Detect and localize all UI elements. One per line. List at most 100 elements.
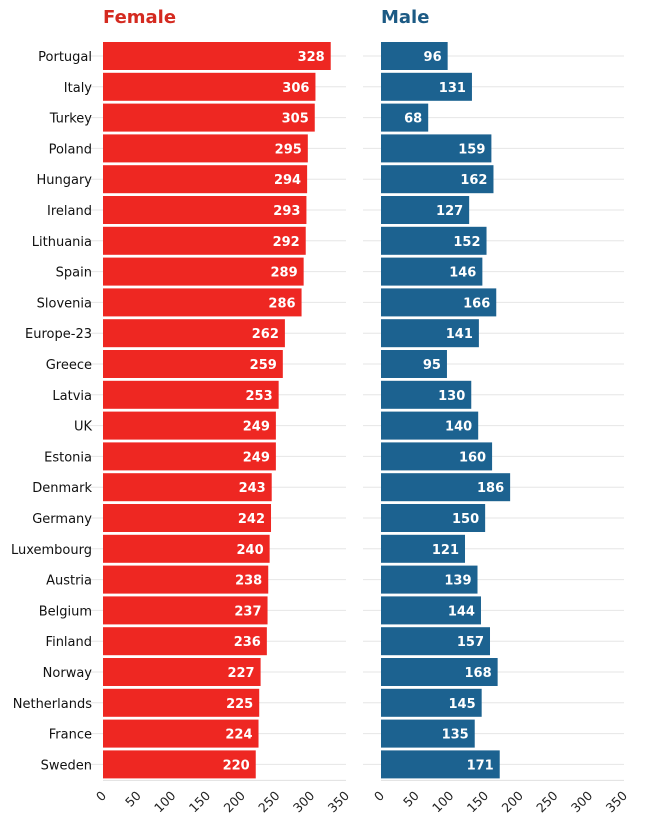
female-value-label: 240	[236, 543, 263, 558]
female-value-label: 289	[271, 266, 298, 281]
male-bar	[381, 165, 494, 194]
female-bar	[103, 72, 316, 101]
female-x-tick-label: 100	[151, 788, 179, 816]
female-value-label: 227	[227, 666, 254, 681]
female-value-label: 249	[243, 420, 270, 435]
female-value-label: 295	[275, 142, 302, 157]
male-value-label: 127	[436, 204, 463, 219]
male-value-label: 159	[458, 142, 485, 157]
male-bar	[381, 288, 497, 317]
male-bar	[381, 257, 483, 286]
male-bar	[381, 719, 475, 748]
category-label: Italy	[64, 81, 93, 96]
female-value-label: 236	[234, 635, 261, 650]
female-panel-title: Female	[103, 7, 176, 28]
female-bar	[103, 350, 283, 378]
male-value-label: 186	[477, 481, 504, 496]
category-label: Sweden	[41, 758, 92, 773]
male-value-label: 145	[449, 697, 476, 712]
female-bar	[103, 596, 268, 625]
category-label: Belgium	[39, 604, 92, 619]
male-bar	[381, 103, 429, 132]
male-bar	[381, 596, 481, 625]
female-bar	[103, 288, 302, 317]
female-value-label: 224	[225, 728, 252, 743]
female-x-tick-label: 200	[221, 788, 249, 816]
male-bar	[381, 350, 447, 378]
category-label: Lithuania	[32, 235, 92, 250]
female-value-label: 259	[250, 358, 277, 373]
male-x-tick-label: 0	[371, 788, 387, 804]
male-x-tick-label: 150	[464, 788, 492, 816]
category-label: Luxembourg	[11, 543, 92, 558]
female-bar	[103, 688, 260, 717]
male-value-label: 152	[453, 235, 480, 250]
female-bar	[103, 473, 272, 502]
male-value-label: 171	[467, 758, 494, 773]
female-value-label: 306	[282, 81, 309, 96]
female-bar	[103, 380, 279, 409]
female-bar	[103, 442, 276, 471]
male-bar	[381, 319, 479, 348]
male-bar	[381, 473, 511, 502]
category-label: Spain	[56, 266, 92, 281]
male-value-label: 150	[452, 512, 479, 527]
category-label: Hungary	[36, 173, 92, 188]
male-value-label: 160	[459, 450, 486, 465]
category-label: Ireland	[47, 204, 92, 219]
female-bar	[103, 658, 261, 686]
female-x-tick-label: 50	[122, 788, 144, 810]
male-value-label: 131	[439, 81, 466, 96]
male-value-label: 140	[445, 420, 472, 435]
male-bar	[381, 750, 500, 779]
male-bar	[381, 380, 472, 409]
male-bar	[381, 565, 478, 594]
category-labels: Portugal Italy Turkey Poland Hungary Ireland L…	[11, 50, 92, 773]
category-label: Europe-23	[25, 327, 92, 342]
category-label: France	[49, 728, 92, 743]
male-value-label: 166	[463, 296, 490, 311]
female-value-label: 249	[243, 450, 270, 465]
male-value-label: 95	[423, 358, 441, 373]
category-label: Austria	[46, 574, 92, 589]
female-value-label: 242	[238, 512, 265, 527]
female-bar	[103, 565, 269, 594]
male-bar	[381, 196, 470, 224]
female-value-label: 328	[298, 50, 325, 65]
female-value-label: 243	[239, 481, 266, 496]
male-x-tick-label: 250	[533, 788, 561, 816]
female-bar	[103, 226, 306, 255]
female-bar	[103, 42, 331, 70]
male-value-label: 130	[438, 389, 465, 404]
category-label: Greece	[46, 358, 92, 373]
female-value-label: 305	[282, 112, 309, 127]
category-label: Latvia	[52, 389, 92, 404]
category-label: Denmark	[32, 481, 92, 496]
female-value-label: 292	[273, 235, 300, 250]
female-bar	[103, 134, 308, 163]
male-bar	[381, 411, 479, 440]
male-x-tick-label: 350	[603, 788, 631, 816]
male-value-label: 135	[442, 728, 469, 743]
female-value-label: 286	[268, 296, 295, 311]
category-label: Finland	[46, 635, 92, 650]
male-value-label: 157	[457, 635, 484, 650]
category-label: Estonia	[44, 450, 92, 465]
male-panel: Male 96 131 68 159 162 127 152 146 166 141 95 130 14…	[363, 7, 630, 815]
female-bar	[103, 504, 272, 532]
female-bar	[103, 196, 307, 224]
female-value-label: 253	[246, 389, 273, 404]
male-value-label: 68	[404, 112, 422, 127]
female-bar	[103, 534, 270, 563]
male-x-tick-label: 50	[400, 788, 422, 810]
male-value-label: 146	[449, 266, 476, 281]
female-x-tick-label: 0	[93, 788, 109, 804]
category-label: Slovenia	[37, 296, 92, 311]
male-bar	[381, 627, 491, 656]
category-label: Netherlands	[13, 697, 92, 712]
category-label: Portugal	[38, 50, 92, 65]
male-value-label: 162	[460, 173, 487, 188]
male-x-tick-label: 200	[499, 788, 527, 816]
female-bar	[103, 627, 267, 656]
male-bar	[381, 504, 486, 532]
